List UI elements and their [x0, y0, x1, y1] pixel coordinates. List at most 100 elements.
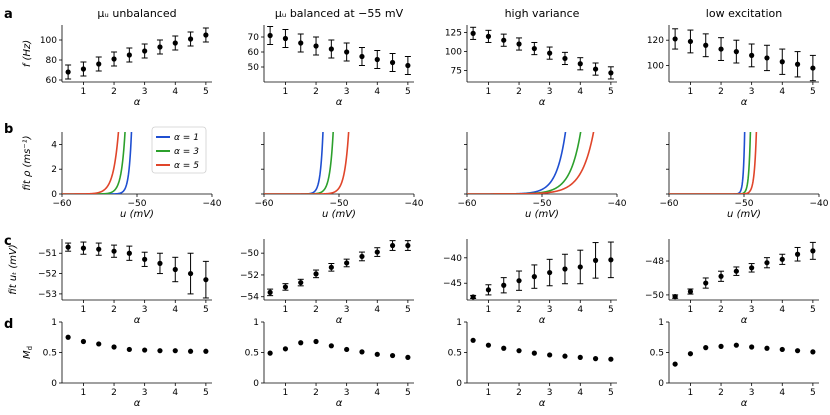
x-tick-label: 1 — [486, 87, 492, 97]
data-point — [562, 353, 568, 359]
x-tick-label: 2 — [718, 87, 724, 97]
y-tick-label: 4 — [51, 140, 57, 150]
data-point — [282, 284, 289, 290]
y-tick-label: 0.5 — [245, 349, 259, 359]
y-tick-label: 100 — [647, 62, 664, 72]
data-point — [577, 354, 583, 360]
data-point — [405, 242, 411, 249]
x-tick-label: 5 — [405, 388, 411, 398]
x-tick-label: 3 — [547, 87, 553, 97]
panel-d-u-balanced-at-55-mv: 1 2 3 4 5 0 0.5 1 α — [245, 318, 414, 409]
legend-box — [151, 126, 207, 174]
y-tick-label: −53 — [38, 290, 57, 300]
y-tick-label: 0.5 — [650, 349, 664, 359]
y-tick-label: 60 — [248, 48, 260, 58]
data-point — [703, 345, 709, 351]
data-point — [65, 334, 71, 340]
data-point — [267, 350, 273, 356]
data-point — [672, 36, 678, 42]
rate-curve-5 — [669, 132, 758, 194]
x-tick-label: 3 — [749, 305, 755, 315]
data-point — [328, 46, 334, 52]
panel-d-low-excitation: 1 2 3 4 5 0 0.5 1 α — [650, 318, 819, 409]
y-tick-label: −54 — [240, 293, 259, 303]
data-point — [687, 288, 694, 295]
data-point — [779, 346, 785, 353]
data-point — [126, 346, 132, 353]
x-tick-label: 1 — [283, 388, 289, 398]
x-tick-label: 4 — [779, 305, 785, 315]
panel-c-high-variance: 1 2 3 4 5 −45 −40 α — [443, 239, 617, 326]
data-point — [172, 266, 178, 273]
data-point — [810, 349, 816, 355]
x-tick-label: 4 — [374, 305, 380, 315]
row-label-d: d — [4, 317, 13, 332]
data-point — [764, 345, 770, 351]
x-tick-label: 2 — [516, 305, 522, 315]
y-axis-label: Md — [22, 346, 34, 359]
data-point — [111, 344, 117, 350]
y-tick-label: 1 — [253, 318, 259, 328]
data-point — [298, 340, 304, 346]
x-tick-label: 5 — [203, 305, 209, 315]
data-point — [485, 342, 492, 348]
x-tick-label: 4 — [172, 388, 178, 398]
x-tick-label: −50 — [128, 199, 147, 209]
data-point — [203, 277, 209, 283]
data-point — [313, 271, 319, 277]
panel-a-low-excitation: 1 2 3 4 5 100 120 α — [647, 25, 819, 108]
data-point — [470, 337, 476, 343]
legend-label: α = 3 — [174, 147, 199, 157]
x-tick-label: 3 — [344, 388, 350, 398]
data-point — [359, 253, 365, 260]
y-tick-label: 100 — [445, 48, 462, 58]
x-axis-label: u (mV) — [322, 209, 356, 220]
x-tick-label: 4 — [577, 388, 583, 398]
data-point — [344, 260, 350, 266]
x-tick-label: 1 — [283, 87, 289, 97]
panel-b-u-balanced-at-55-mv: −60 −50 −40 u (mV) — [255, 132, 424, 220]
data-point — [531, 274, 537, 280]
data-point — [203, 32, 209, 38]
y-tick-label: −51 — [38, 249, 57, 259]
x-tick-label: 3 — [142, 388, 148, 398]
y-tick-label: 70 — [248, 33, 260, 43]
x-axis-label: α — [741, 398, 748, 409]
x-axis-label: α — [336, 97, 343, 108]
x-axis-label: α — [741, 97, 748, 108]
legend-label: α = 5 — [174, 161, 199, 171]
x-tick-label: 2 — [313, 388, 319, 398]
x-tick-label: −60 — [458, 199, 477, 209]
x-tick-label: 2 — [718, 305, 724, 315]
data-point — [764, 55, 770, 61]
x-axis-label: α — [134, 315, 141, 326]
x-tick-label: 3 — [142, 305, 148, 315]
x-axis-label: α — [134, 97, 141, 108]
x-tick-label: 4 — [779, 87, 785, 97]
rate-curve-1 — [669, 132, 746, 194]
data-point — [96, 246, 102, 252]
data-point — [405, 354, 411, 360]
data-point — [501, 37, 507, 43]
y-tick-label: 0 — [51, 190, 57, 200]
x-tick-label: 3 — [547, 305, 553, 315]
data-point — [516, 278, 522, 284]
data-point — [810, 65, 816, 71]
data-point — [485, 287, 492, 293]
data-point — [389, 59, 396, 66]
data-point — [501, 345, 507, 351]
x-tick-label: 1 — [486, 305, 492, 315]
y-tick-label: 50 — [248, 63, 260, 73]
data-point — [794, 61, 801, 67]
x-tick-label: 5 — [405, 87, 411, 97]
data-point — [126, 250, 132, 256]
panel-d-high-variance: 1 2 3 4 5 0 0.5 1 α — [448, 318, 617, 409]
data-point — [470, 294, 476, 300]
rate-curve-5 — [264, 132, 350, 194]
x-tick-label: 4 — [172, 305, 178, 315]
y-tick-label: 100 — [40, 36, 57, 46]
y-tick-label: 75 — [451, 67, 462, 77]
x-axis-label: α — [336, 315, 343, 326]
x-tick-label: 2 — [516, 87, 522, 97]
x-tick-label: 2 — [516, 388, 522, 398]
